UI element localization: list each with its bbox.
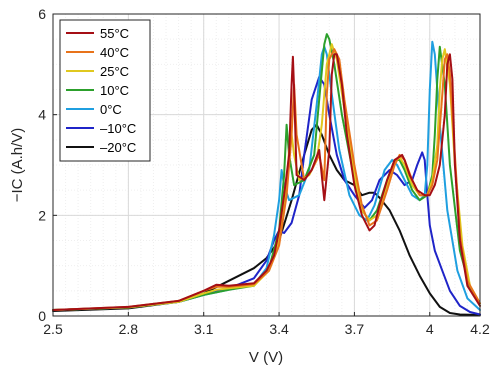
x-tick-label: 4 — [426, 321, 434, 337]
legend-label: 40°C — [100, 45, 129, 60]
series-line — [52, 40, 481, 311]
legend-label: –20°C — [100, 140, 136, 155]
y-tick-label: 4 — [38, 107, 46, 123]
x-tick-label: 2.5 — [43, 321, 63, 337]
y-tick-label: 6 — [38, 6, 46, 22]
y-tick-label: 2 — [38, 207, 46, 223]
series-layer — [52, 33, 481, 316]
legend: 55°C 40°C 25°C 10°C 0°C –10°C –20°C — [59, 19, 151, 162]
series-line — [52, 53, 481, 311]
y-tick-label: 0 — [38, 308, 46, 324]
series-line — [52, 123, 481, 316]
y-axis: 0 2 4 6 — [38, 6, 57, 324]
x-axis: 2.5 2.8 3.1 3.4 3.7 4 4.2 — [43, 312, 490, 337]
y-axis-label: −IC (A.h/V) — [9, 128, 26, 203]
legend-label: 25°C — [100, 64, 129, 79]
legend-label: 10°C — [100, 83, 129, 98]
plot-frame — [52, 13, 481, 317]
x-tick-label: 3.7 — [345, 321, 365, 337]
legend-label: 55°C — [100, 26, 129, 41]
legend-label: 0°C — [100, 102, 122, 117]
x-tick-label: 3.1 — [194, 321, 214, 337]
x-tick-label: 2.8 — [119, 321, 139, 337]
series-line — [52, 75, 481, 316]
legend-label: –10°C — [100, 121, 136, 136]
x-tick-label: 4.2 — [470, 321, 490, 337]
x-axis-label: V (V) — [249, 349, 283, 366]
x-tick-label: 3.4 — [269, 321, 289, 337]
